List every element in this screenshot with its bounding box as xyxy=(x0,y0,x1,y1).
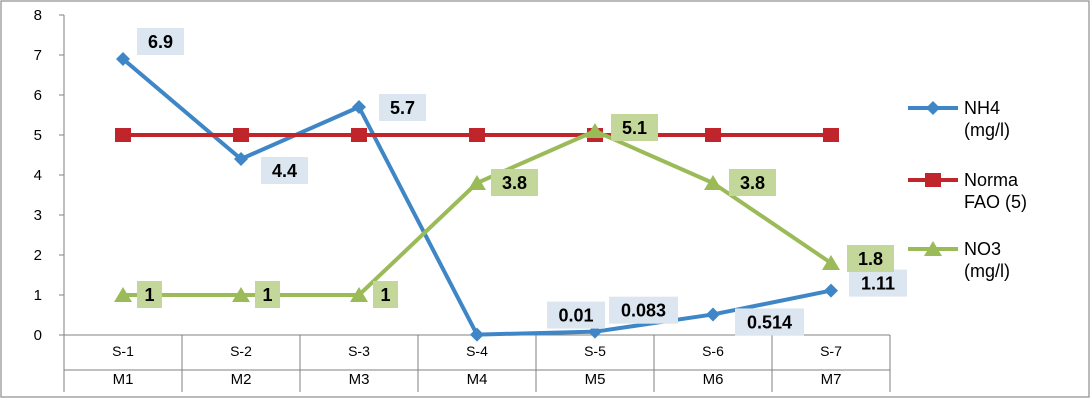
legend-marker xyxy=(925,173,941,187)
data-point-2 xyxy=(350,287,368,302)
data-point-0 xyxy=(352,100,366,114)
x-tick-label: S-6 xyxy=(702,343,724,359)
legend-marker xyxy=(926,101,940,115)
data-label-box xyxy=(379,94,426,121)
legend-label: NH4 xyxy=(964,98,1000,118)
x-tick-label-secondary: M5 xyxy=(585,371,606,388)
x-tick-label: S-5 xyxy=(584,343,606,359)
data-label: 1 xyxy=(380,285,390,305)
series-line-2 xyxy=(123,129,833,297)
legend-label: FAO (5) xyxy=(964,192,1027,212)
data-point-1 xyxy=(705,128,721,142)
x-tick-label-secondary: M7 xyxy=(821,371,842,388)
legend-label: (mg/l) xyxy=(964,120,1010,140)
y-tick-label: 7 xyxy=(34,47,42,64)
y-tick-label: 0 xyxy=(34,327,42,344)
data-point-1 xyxy=(233,128,249,142)
data-label-box xyxy=(611,114,658,141)
data-point-1 xyxy=(115,128,131,142)
legend-label: NO3 xyxy=(964,239,1001,259)
data-point-1 xyxy=(469,128,485,142)
data-point-1 xyxy=(351,128,367,142)
data-label-box xyxy=(735,308,804,336)
data-label-box xyxy=(261,157,308,184)
data-label-box xyxy=(491,169,538,196)
data-point-0 xyxy=(470,327,484,342)
x-tick-label: S-4 xyxy=(466,343,488,359)
data-point-0 xyxy=(824,283,838,298)
data-label: 3.8 xyxy=(740,173,765,193)
y-tick-label: 4 xyxy=(34,167,42,184)
data-point-2 xyxy=(468,175,486,190)
data-label: 1 xyxy=(144,285,154,305)
data-label: 0.514 xyxy=(747,312,792,332)
data-label-box xyxy=(137,281,162,308)
data-label: 1.8 xyxy=(858,249,883,269)
y-tick-label: 3 xyxy=(34,207,42,224)
x-tick-label: S-1 xyxy=(112,343,134,359)
data-point-0 xyxy=(116,52,130,66)
data-label-box xyxy=(609,296,678,324)
x-tick-label-secondary: M4 xyxy=(467,371,488,388)
data-label: 6.9 xyxy=(148,32,173,52)
x-tick-label: S-7 xyxy=(820,343,842,359)
data-label-box xyxy=(849,269,907,297)
data-point-2 xyxy=(822,255,840,270)
data-label: 3.8 xyxy=(502,173,527,193)
data-point-2 xyxy=(586,123,604,138)
data-label-box xyxy=(255,281,280,308)
data-point-2 xyxy=(232,287,250,302)
data-point-2 xyxy=(704,175,722,190)
data-label: 5.7 xyxy=(390,98,415,118)
legend-label: Norma xyxy=(964,170,1019,190)
data-label: 0.083 xyxy=(621,301,666,321)
data-label: 0.01 xyxy=(558,306,593,326)
data-label-box xyxy=(847,245,894,272)
y-tick-label: 1 xyxy=(34,287,42,304)
data-point-1 xyxy=(823,128,839,142)
x-tick-label-secondary: M3 xyxy=(349,371,370,388)
data-label-box xyxy=(729,169,776,196)
data-label-box xyxy=(373,281,398,308)
data-label: 4.4 xyxy=(272,161,297,181)
data-label: 5.1 xyxy=(622,118,647,138)
x-tick-label-secondary: M1 xyxy=(113,371,134,388)
data-point-0 xyxy=(706,307,720,322)
data-point-2 xyxy=(114,287,132,302)
y-tick-label: 8 xyxy=(34,7,42,24)
y-tick-label: 6 xyxy=(34,87,42,104)
data-point-0 xyxy=(234,152,248,166)
data-label-box xyxy=(547,301,605,329)
x-tick-label: S-3 xyxy=(348,343,370,359)
legend-marker xyxy=(924,241,942,256)
legend-label: (mg/l) xyxy=(964,261,1010,281)
data-label: 1 xyxy=(262,285,272,305)
x-tick-label: S-2 xyxy=(230,343,252,359)
x-tick-label-secondary: M6 xyxy=(703,371,724,388)
x-tick-label-secondary: M2 xyxy=(231,371,252,388)
data-label-box xyxy=(137,28,184,55)
y-tick-label: 2 xyxy=(34,247,42,264)
y-tick-label: 5 xyxy=(34,127,42,144)
data-label: 1.11 xyxy=(861,274,895,294)
